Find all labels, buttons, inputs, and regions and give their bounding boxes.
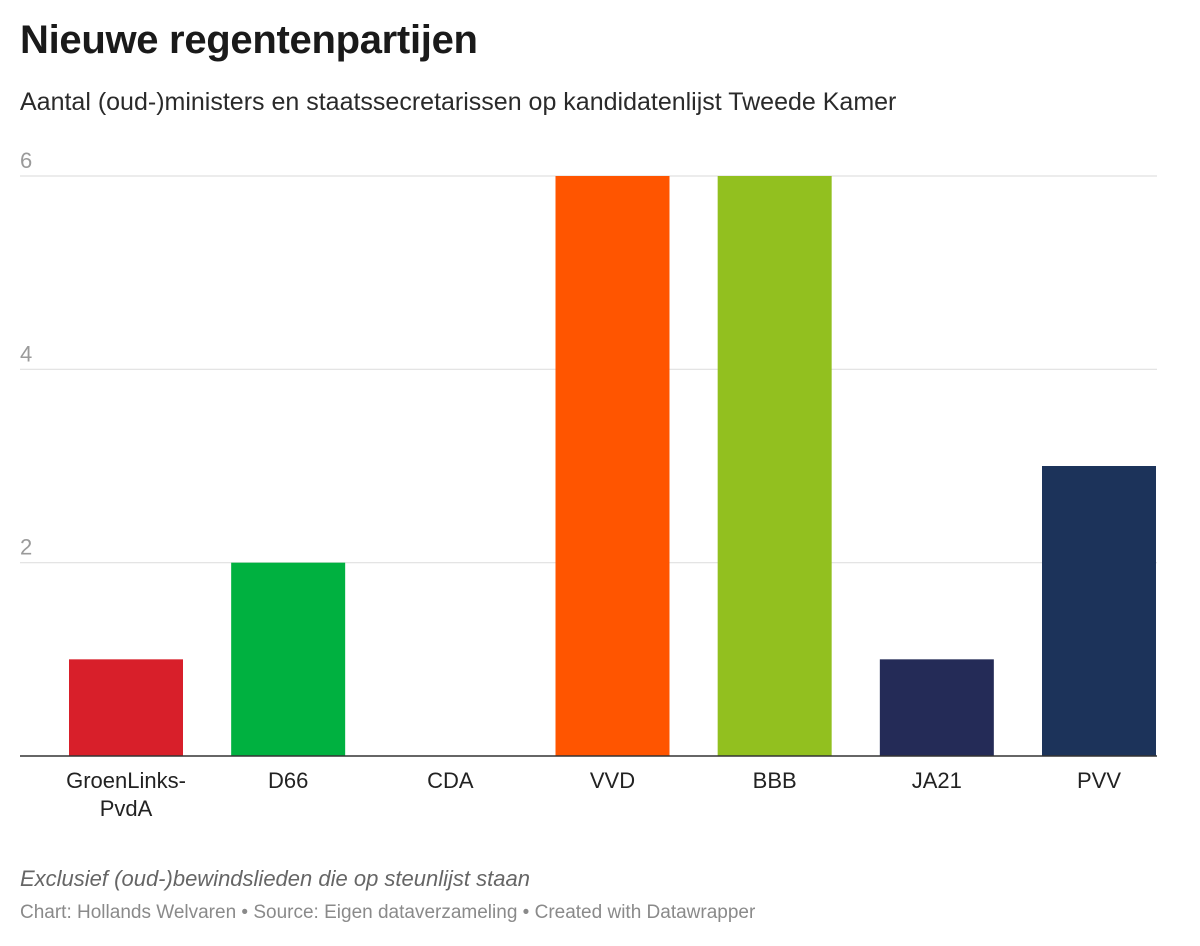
bar-d66 [231,562,346,756]
bar-pvv [1042,466,1156,756]
bar-bbb [717,176,832,756]
x-tick-label: PVV [1077,768,1121,793]
x-tick-label: JA21 [912,768,962,793]
bar-chart: 2 4 6 GroenLinks-PvdA D66 CDA VVD BBB JA21 PVV [20,150,1157,821]
chart-credits: Chart: Hollands Welvaren • Source: Eigen… [20,902,756,923]
bar-vvd [555,176,670,756]
category-labels: GroenLinks-PvdA D66 CDA VVD BBB JA21 PVV [66,768,1121,821]
bars [69,176,1156,756]
x-tick-label: VVD [590,768,635,793]
footnote: Exclusief (oud-)bewindslieden die op ste… [20,866,530,891]
y-tick-label: 4 [20,341,32,366]
bar-ja21 [879,659,994,756]
y-tick-label: 6 [20,150,32,173]
x-tick-label: D66 [268,768,308,793]
y-tick-label: 2 [20,535,32,560]
chart-title: Nieuwe regentenpartijen [20,18,478,62]
chart-subtitle: Aantal (oud-)ministers en staatssecretar… [20,88,897,116]
x-tick-label: GroenLinks-PvdA [66,768,186,821]
x-tick-label: BBB [753,768,797,793]
x-tick-label: CDA [427,768,474,793]
bar-groenlinks-pvda [69,659,183,756]
